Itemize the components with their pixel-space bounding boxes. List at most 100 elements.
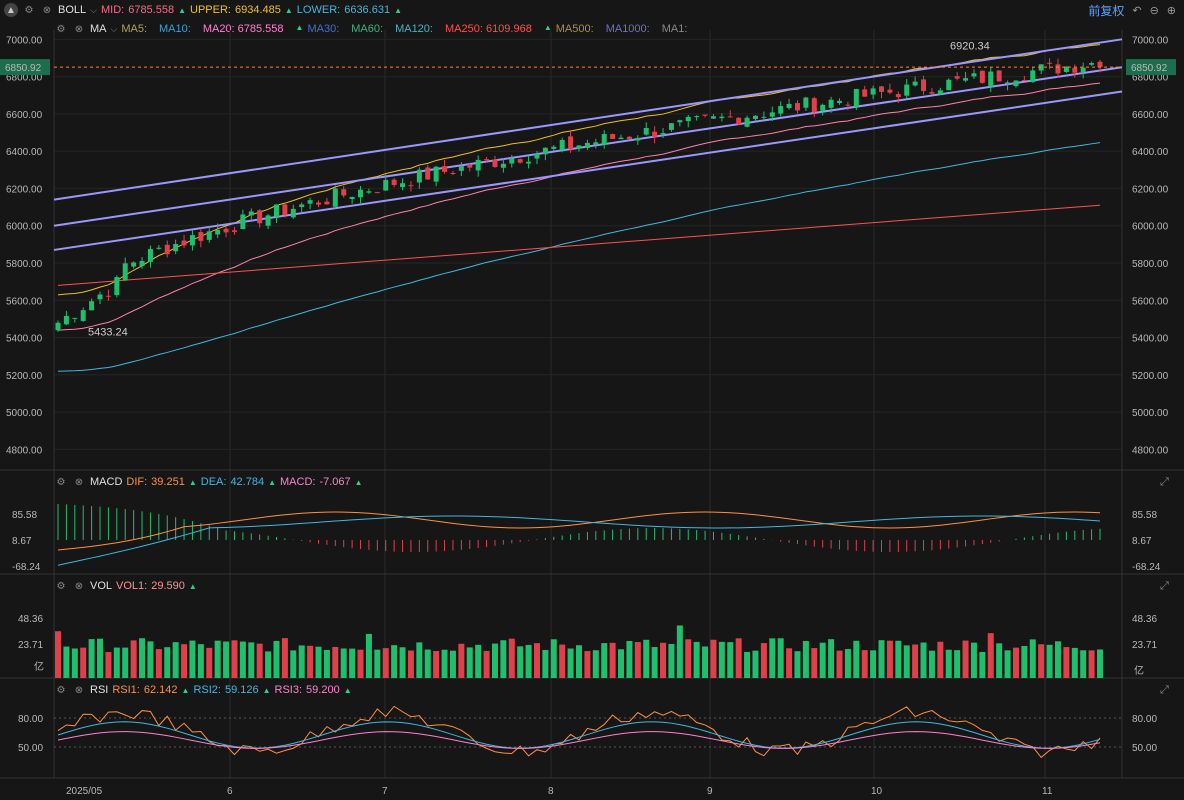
macd-dea-line [57, 515, 1101, 566]
rsi2-line [57, 721, 1101, 749]
candle-body [946, 79, 952, 91]
rsi-rsi2-label: RSI2: [193, 684, 221, 696]
candle-body [332, 188, 338, 207]
expand-icon[interactable]: ⤢ [1160, 684, 1169, 696]
price-tick-right: 5600.00 [1132, 296, 1169, 307]
vol-bar [273, 640, 280, 678]
close-icon[interactable]: ⊗ [42, 4, 52, 16]
fuquan-button[interactable]: 前复权 [1088, 4, 1125, 18]
candle-body [635, 138, 641, 141]
price-tick-right: 6800.00 [1132, 73, 1169, 84]
candle-body [727, 116, 733, 118]
settings-icon[interactable]: ⚙ [56, 684, 66, 696]
settings-icon[interactable]: ⚙ [24, 4, 34, 16]
vol-bar [181, 644, 188, 678]
candle-body [979, 70, 985, 83]
close-icon[interactable]: ⊗ [74, 23, 84, 35]
undo-icon[interactable]: ↶ [1132, 5, 1142, 17]
price-tick-right: 5200.00 [1132, 371, 1169, 382]
vol-bar [231, 640, 238, 678]
vol-bar [710, 639, 717, 678]
zoom-out-icon[interactable]: ⊖ [1149, 5, 1159, 17]
expand-icon[interactable]: ⤢ [1160, 580, 1169, 592]
chevron-down-icon[interactable]: ⌵ [110, 23, 118, 34]
candle-body [72, 317, 78, 319]
candle-body [500, 163, 506, 168]
candle-body [257, 210, 263, 224]
vol-bar [122, 647, 129, 678]
candle-body [652, 131, 658, 137]
vol-bar [88, 639, 95, 678]
price-tick-left: 6600.00 [6, 110, 43, 121]
arrow-up-icon: ▲ [543, 23, 552, 32]
vol-tick-right: 48.36 [1132, 614, 1157, 625]
close-icon[interactable]: ⊗ [74, 580, 84, 592]
candle-body [442, 166, 448, 172]
vol-bar [601, 643, 608, 678]
price-tick-left: 5200.00 [6, 371, 43, 382]
candle-body [391, 179, 397, 186]
chevron-down-icon[interactable]: ⌵ [90, 4, 97, 15]
candle-body [341, 189, 347, 196]
ma-item-6: MA250: 6109.968 [444, 23, 532, 35]
settings-icon[interactable]: ⚙ [56, 580, 66, 592]
price-tick-left: 5600.00 [6, 296, 43, 307]
vol-bar [584, 651, 591, 678]
candle-body [316, 202, 321, 205]
price-tick-right: 7000.00 [1132, 35, 1169, 46]
vol-bar [71, 648, 78, 678]
settings-icon[interactable]: ⚙ [56, 23, 66, 35]
channel-line-0 [53, 38, 1123, 201]
candle-body [912, 81, 918, 86]
candle-body [862, 89, 868, 97]
vol-bar [928, 650, 935, 678]
candle-body [1005, 82, 1011, 84]
vol-bar [265, 651, 272, 678]
price-tick-right: 4800.00 [1132, 445, 1169, 456]
close-icon[interactable]: ⊗ [74, 476, 84, 488]
macd-dif-value: 39.251 [151, 476, 185, 488]
rsi1-line [57, 705, 1101, 759]
toolbar-right: 前复权 ↶ ⊖ ⊕ [1080, 2, 1176, 19]
candle-body [778, 106, 784, 114]
candle-body [660, 132, 666, 135]
candle-body [710, 116, 716, 119]
macd-header: ⚙ ⊗ MACD DIF: 39.251 ▲ DEA: 42.784 ▲ MAC… [54, 473, 367, 491]
collapse-icon[interactable]: ▲ [4, 3, 18, 17]
candle-body [156, 247, 162, 249]
candle-body [400, 183, 406, 188]
candle-body [63, 316, 69, 325]
current-price-left: 6850.92 [5, 63, 42, 74]
candle-body [601, 134, 607, 145]
candle-body [879, 86, 885, 92]
boll-mid-label: MID: [100, 4, 125, 16]
vol-unit-right: 亿 [1134, 666, 1144, 677]
vol-bar [130, 640, 137, 678]
settings-icon[interactable]: ⚙ [56, 476, 66, 488]
vol-bar [769, 638, 776, 678]
vol-bar [365, 633, 372, 678]
vol-bar [424, 649, 431, 678]
candle-body [1089, 63, 1095, 65]
candle-body [752, 115, 758, 120]
macd-tick-right: 85.58 [1132, 510, 1157, 521]
close-icon[interactable]: ⊗ [74, 684, 84, 696]
expand-icon[interactable]: ⤢ [1160, 476, 1169, 488]
vol-bar [113, 647, 120, 678]
price-tick-left: 6200.00 [6, 184, 43, 195]
vol-bar [147, 641, 154, 678]
candle-body [971, 73, 977, 77]
vol-bar [685, 639, 692, 678]
zoom-in-icon[interactable]: ⊕ [1166, 5, 1176, 17]
low-annotation: 5433.24 [88, 327, 128, 339]
candle-body [425, 167, 431, 180]
vol-bar [542, 649, 549, 678]
candle-body [954, 76, 960, 79]
candle-body [484, 159, 490, 161]
candle-body [761, 116, 767, 118]
candle-body [131, 262, 137, 267]
arrow-up-icon: ▲ [188, 581, 197, 591]
vol-bar [407, 650, 414, 678]
candle-body [811, 98, 817, 113]
